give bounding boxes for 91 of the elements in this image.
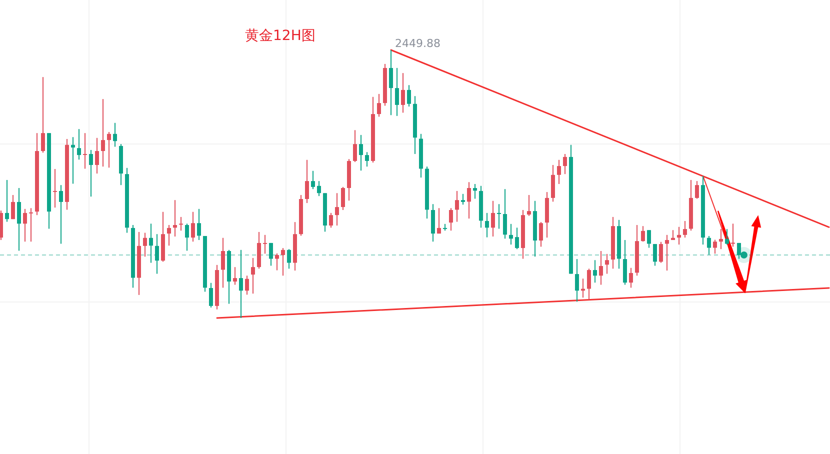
candlestick xyxy=(250,257,255,294)
candlestick xyxy=(59,184,63,244)
candlestick xyxy=(592,260,597,284)
candlestick xyxy=(238,249,243,318)
candlestick xyxy=(484,212,489,238)
candlestick xyxy=(736,242,741,260)
candlestick xyxy=(5,179,9,222)
candlestick xyxy=(694,180,699,200)
candlestick xyxy=(196,208,201,241)
candlestick xyxy=(574,258,579,302)
candlestick xyxy=(23,208,27,242)
candlestick xyxy=(490,200,495,238)
candlestick xyxy=(730,223,735,248)
chart-title: 黄金12H图 xyxy=(245,28,316,44)
candlestick xyxy=(244,275,249,296)
candlestick xyxy=(706,235,711,256)
candlestick xyxy=(208,282,213,308)
candlestick xyxy=(286,248,291,270)
candlestick xyxy=(358,134,363,172)
candlestick xyxy=(304,159,309,204)
candlestick xyxy=(460,193,465,206)
candlestick xyxy=(77,128,81,160)
candlestick xyxy=(514,227,519,250)
candlestick xyxy=(556,159,561,184)
candlestick xyxy=(106,132,111,168)
candlestick xyxy=(394,67,399,116)
candlestick xyxy=(262,234,267,254)
candlestick xyxy=(101,98,105,168)
candlestick xyxy=(232,266,237,286)
candlestick xyxy=(718,228,723,250)
candlestick xyxy=(112,122,117,148)
candlestick xyxy=(352,130,357,163)
candlestick xyxy=(448,208,453,232)
candlestick xyxy=(628,267,633,288)
candlestick xyxy=(526,194,531,216)
annotation: 2449.88 xyxy=(394,37,440,50)
candlestick xyxy=(11,194,15,220)
candlestick xyxy=(508,223,513,246)
candlestick xyxy=(41,76,45,154)
candlestick xyxy=(154,234,159,274)
candlestick xyxy=(83,132,87,170)
candlestick xyxy=(17,188,21,252)
candlestick xyxy=(71,136,75,184)
candlestick xyxy=(388,50,393,116)
candlestick xyxy=(316,180,321,197)
candlestick xyxy=(652,244,657,266)
candlestick xyxy=(95,137,99,174)
candlestick xyxy=(184,223,189,252)
candlestick xyxy=(53,168,57,208)
candlestick xyxy=(364,152,369,168)
candlestick xyxy=(538,222,543,248)
candlestick xyxy=(142,232,147,258)
candlestick xyxy=(178,216,183,232)
candlestick xyxy=(454,190,459,222)
candlestick xyxy=(172,200,177,238)
candlestick xyxy=(646,230,651,248)
candlestick xyxy=(712,239,717,254)
candlestick xyxy=(148,223,153,264)
candlestick xyxy=(550,164,555,202)
candlestick xyxy=(310,170,315,190)
candlestick xyxy=(328,212,333,228)
candlestick xyxy=(29,208,33,242)
candlestick xyxy=(400,72,405,114)
candlestick xyxy=(274,252,279,271)
candlestick xyxy=(190,211,195,242)
candlestick xyxy=(280,248,285,276)
candlestick xyxy=(268,242,273,266)
candlestick xyxy=(406,84,411,108)
candlestick xyxy=(682,220,687,238)
candlestick xyxy=(472,184,477,200)
candlestick xyxy=(166,224,171,246)
candlestick xyxy=(376,93,381,118)
candlestick xyxy=(436,208,441,234)
candlestick xyxy=(466,182,471,220)
candlestick xyxy=(658,241,663,264)
candlestick xyxy=(640,226,645,242)
candlestick xyxy=(598,250,603,286)
candlestick xyxy=(586,268,591,300)
candlestick xyxy=(562,153,567,175)
candlestick xyxy=(502,188,507,240)
candlestick xyxy=(220,237,225,288)
candlestick xyxy=(340,186,345,210)
candlestick xyxy=(664,234,669,272)
candlestick xyxy=(724,228,729,246)
candlestick xyxy=(89,149,93,198)
candlestick xyxy=(496,204,501,230)
candlestick xyxy=(676,226,681,246)
candlestick xyxy=(430,204,435,242)
candlestick xyxy=(334,192,339,226)
candlestick xyxy=(604,253,609,274)
candlestick xyxy=(622,240,627,286)
